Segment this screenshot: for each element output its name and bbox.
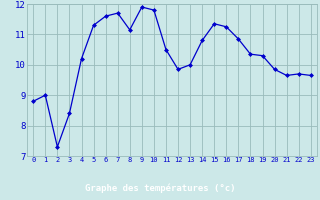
Text: Graphe des températures (°c): Graphe des températures (°c) [85, 184, 235, 193]
